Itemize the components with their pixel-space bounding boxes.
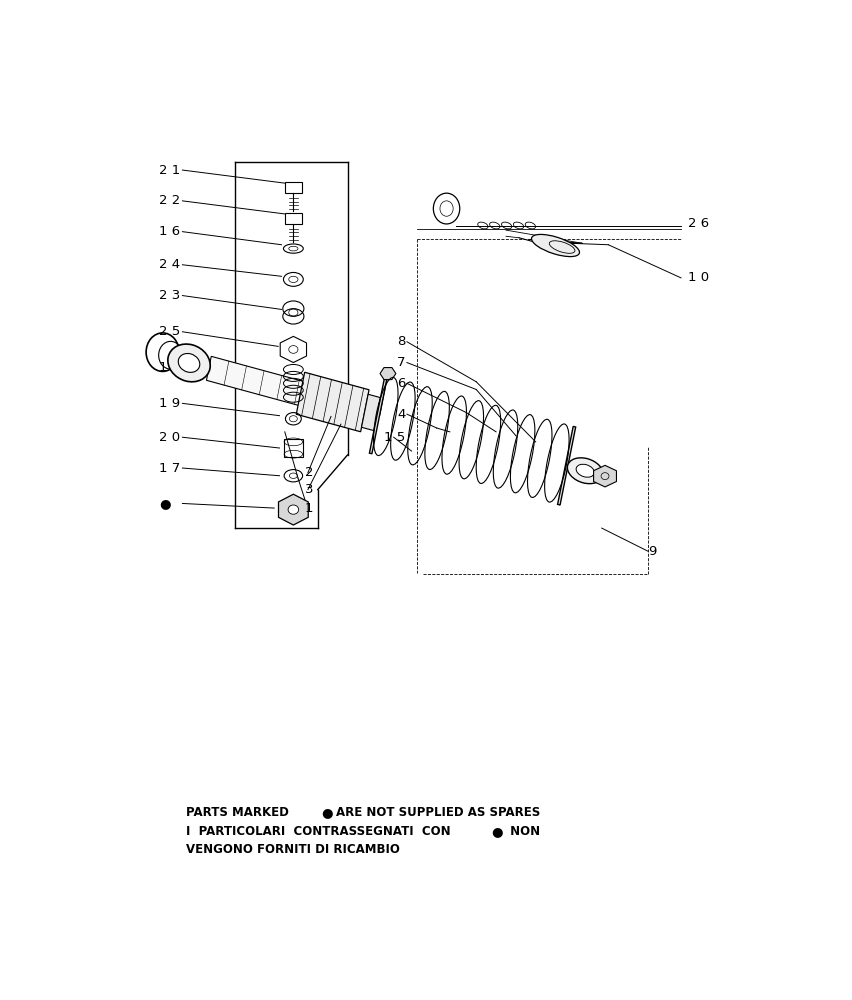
Text: VENGONO FORNITI DI RICAMBIO: VENGONO FORNITI DI RICAMBIO: [186, 843, 400, 856]
Text: 4: 4: [397, 408, 406, 421]
Bar: [285, 182, 302, 193]
Text: 2 4: 2 4: [159, 258, 181, 271]
Bar: [285, 213, 302, 224]
Text: 1 8: 1 8: [159, 361, 181, 374]
Text: 2 3: 2 3: [159, 289, 181, 302]
Polygon shape: [370, 375, 388, 454]
Text: 2 1: 2 1: [159, 164, 181, 177]
Text: I  PARTICOLARI  CONTRASSEGNATI  CON: I PARTICOLARI CONTRASSEGNATI CON: [186, 825, 458, 838]
Ellipse shape: [576, 464, 595, 477]
Ellipse shape: [532, 234, 579, 257]
Text: 8: 8: [397, 335, 406, 348]
Text: 2 6: 2 6: [688, 217, 709, 230]
Text: ARE NOT SUPPLIED AS SPARES: ARE NOT SUPPLIED AS SPARES: [337, 806, 540, 820]
Polygon shape: [380, 368, 396, 380]
Text: ●: ●: [491, 825, 503, 838]
Polygon shape: [361, 394, 381, 431]
Polygon shape: [594, 465, 617, 487]
Text: 7: 7: [397, 356, 406, 369]
Ellipse shape: [168, 344, 210, 382]
Text: 1 5: 1 5: [383, 431, 405, 444]
Text: 1: 1: [305, 502, 313, 515]
Text: 6: 6: [397, 377, 406, 390]
Text: NON: NON: [506, 825, 540, 838]
Text: 2 0: 2 0: [159, 431, 181, 444]
Text: 1 6: 1 6: [159, 225, 181, 238]
Polygon shape: [557, 426, 576, 505]
Text: 2 2: 2 2: [159, 194, 181, 207]
Text: ●: ●: [321, 806, 332, 820]
Text: 2 5: 2 5: [159, 325, 181, 338]
Ellipse shape: [567, 458, 603, 484]
Text: 1 9: 1 9: [159, 397, 181, 410]
Text: ●: ●: [159, 497, 170, 510]
Ellipse shape: [288, 505, 299, 514]
Text: 1 0: 1 0: [688, 271, 709, 284]
Polygon shape: [279, 494, 308, 525]
Text: 1 7: 1 7: [159, 462, 181, 475]
Text: 9: 9: [648, 545, 656, 558]
Text: 3: 3: [305, 483, 313, 496]
Text: PARTS MARKED: PARTS MARKED: [186, 806, 293, 820]
Ellipse shape: [178, 353, 200, 372]
Text: 2: 2: [305, 466, 313, 479]
Polygon shape: [296, 372, 369, 432]
Bar: [284, 439, 302, 457]
Polygon shape: [206, 356, 370, 423]
